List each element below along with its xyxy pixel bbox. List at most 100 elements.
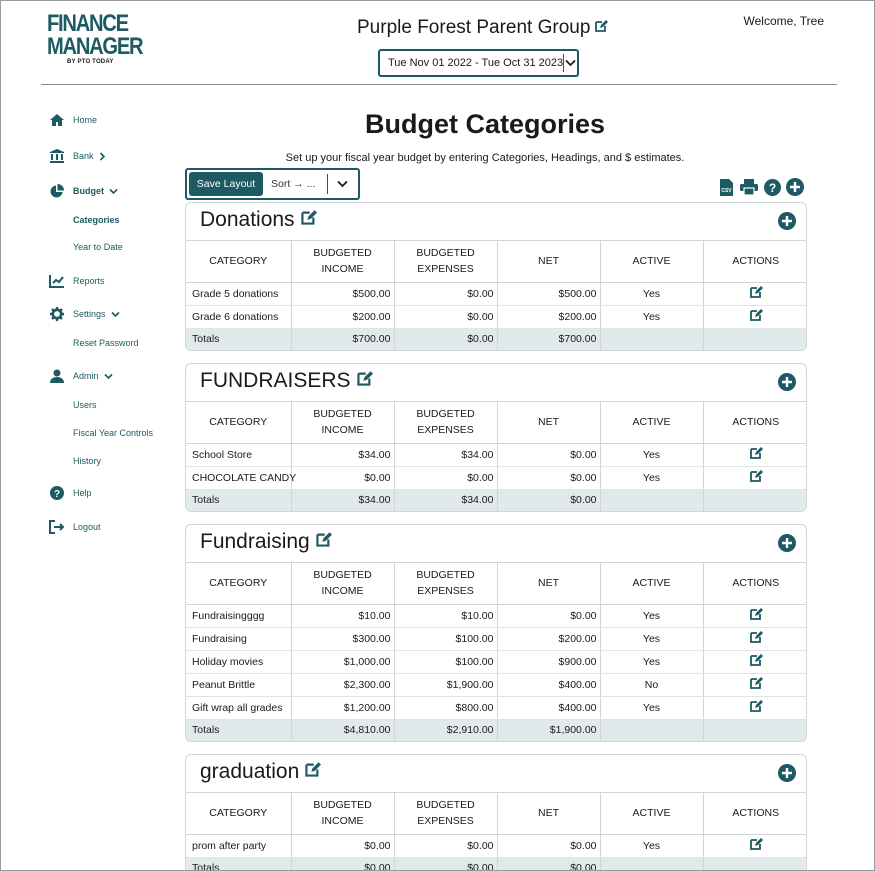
- col-category[interactable]: CATEGORY: [186, 793, 292, 835]
- col-active[interactable]: ACTIVE: [600, 793, 704, 835]
- col-category[interactable]: CATEGORY: [186, 241, 292, 283]
- table-row[interactable]: Gift wrap all grades $1,200.00 $800.00 $400…: [186, 696, 806, 720]
- actions-cell: [703, 305, 806, 329]
- nav-help[interactable]: ? Help: [49, 486, 92, 500]
- nav-year-to-date[interactable]: Year to Date: [73, 242, 123, 252]
- edit-heading-icon[interactable]: [315, 530, 332, 554]
- actions-cell: [703, 604, 806, 628]
- table-row[interactable]: Holiday movies $1,000.00 $100.00 $900.00 Yes: [186, 650, 806, 674]
- budgeted-expenses: $0.00: [394, 834, 498, 858]
- totals-label: Totals: [186, 489, 292, 511]
- add-circle-icon[interactable]: [786, 178, 804, 196]
- edit-category-icon[interactable]: [749, 699, 763, 713]
- table-row[interactable]: Fundraising $300.00 $100.00 $200.00 Yes: [186, 627, 806, 651]
- finance-manager-logo[interactable]: FINANCE MANAGER BY PTO TODAY: [47, 12, 144, 66]
- heading-name: Donations: [200, 208, 295, 231]
- col-budgeted-expenses[interactable]: BUDGETED EXPENSES: [394, 793, 498, 835]
- add-category-icon[interactable]: [778, 534, 796, 557]
- col-active[interactable]: ACTIVE: [600, 563, 704, 605]
- edit-category-icon[interactable]: [749, 837, 763, 851]
- edit-category-icon[interactable]: [749, 676, 763, 690]
- edit-category-icon[interactable]: [749, 653, 763, 667]
- bank-icon: [49, 149, 65, 163]
- budgeted-income: $0.00: [291, 466, 395, 490]
- add-category-icon[interactable]: [778, 764, 796, 787]
- edit-heading-icon[interactable]: [356, 369, 373, 393]
- totals-label: Totals: [186, 857, 292, 870]
- table-row[interactable]: Fundraisingggg $10.00 $10.00 $0.00 Yes: [186, 604, 806, 628]
- budgeted-income: $2,300.00: [291, 673, 395, 697]
- col-budgeted-expenses[interactable]: BUDGETED EXPENSES: [394, 563, 498, 605]
- table-row[interactable]: prom after party $0.00 $0.00 $0.00 Yes: [186, 834, 806, 858]
- fiscal-year-select[interactable]: Tue Nov 01 2022 - Tue Oct 31 2023: [378, 49, 579, 77]
- nav-users[interactable]: Users: [73, 400, 97, 410]
- budget-heading-card: Fundraising CATEGORY BUDGETED INCOME BUDGET…: [185, 524, 807, 742]
- nav-home-label: Home: [73, 115, 98, 125]
- nav-categories[interactable]: Categories: [73, 215, 120, 225]
- heading-title: Fundraising: [200, 530, 332, 554]
- total-net: $1,900.00: [497, 719, 601, 741]
- nav-reports[interactable]: Reports: [49, 274, 105, 288]
- header-divider: [41, 84, 837, 85]
- edit-heading-icon[interactable]: [304, 760, 322, 784]
- chevron-down-icon[interactable]: [564, 59, 577, 67]
- table-header-row: CATEGORY BUDGETED INCOME BUDGETED EXPENSES N…: [186, 402, 806, 444]
- nav-settings[interactable]: Settings: [49, 307, 120, 321]
- col-net[interactable]: NET: [497, 402, 601, 444]
- chevron-down-icon[interactable]: [328, 180, 356, 188]
- col-net[interactable]: NET: [497, 793, 601, 835]
- table-row[interactable]: CHOCOLATE CANDY $0.00 $0.00 $0.00 Yes: [186, 466, 806, 490]
- edit-category-icon[interactable]: [749, 630, 763, 644]
- nav-home[interactable]: Home: [49, 113, 97, 127]
- nav-bank-label: Bank: [73, 151, 94, 161]
- category-name: Fundraisingggg: [186, 604, 292, 628]
- edit-category-icon[interactable]: [749, 308, 763, 322]
- col-budgeted-expenses[interactable]: BUDGETED EXPENSES: [394, 241, 498, 283]
- edit-category-icon[interactable]: [749, 469, 763, 483]
- heading-title: FUNDRAISERS: [200, 369, 373, 393]
- nav-history[interactable]: History: [73, 456, 102, 466]
- table-row[interactable]: School Store $34.00 $34.00 $0.00 Yes: [186, 443, 806, 467]
- nav-budget[interactable]: Budget: [49, 184, 118, 198]
- user-icon: [49, 369, 65, 383]
- category-name: School Store: [186, 443, 292, 467]
- col-budgeted-income[interactable]: BUDGETED INCOME: [291, 563, 395, 605]
- table-row[interactable]: Peanut Brittle $2,300.00 $1,900.00 $400.00 N…: [186, 673, 806, 697]
- date-range-value: Tue Nov 01 2022 - Tue Oct 31 2023: [388, 57, 564, 69]
- edit-heading-icon[interactable]: [300, 208, 317, 232]
- table-row[interactable]: Grade 6 donations $200.00 $0.00 $200.00 Yes: [186, 305, 806, 329]
- chevron-down-icon: [103, 373, 113, 380]
- save-layout-button[interactable]: Save Layout: [189, 172, 263, 196]
- csv-icon[interactable]: CSV: [717, 178, 735, 196]
- add-category-icon[interactable]: [778, 212, 796, 235]
- nav-reset-password[interactable]: Reset Password: [73, 338, 139, 348]
- total-net: $700.00: [497, 328, 601, 350]
- nav-fiscal-year-controls[interactable]: Fiscal Year Controls: [73, 428, 154, 438]
- nav-logout[interactable]: Logout: [49, 520, 101, 534]
- question-icon[interactable]: ?: [763, 178, 781, 196]
- col-budgeted-income[interactable]: BUDGETED INCOME: [291, 793, 395, 835]
- edit-category-icon[interactable]: [749, 285, 763, 299]
- nav-bank[interactable]: Bank: [49, 149, 106, 163]
- edit-category-icon[interactable]: [749, 446, 763, 460]
- welcome-text[interactable]: Welcome, Tree: [743, 14, 824, 28]
- col-net[interactable]: NET: [497, 241, 601, 283]
- col-category[interactable]: CATEGORY: [186, 402, 292, 444]
- category-name: Gift wrap all grades: [186, 696, 292, 720]
- col-net[interactable]: NET: [497, 563, 601, 605]
- edit-group-icon[interactable]: [594, 17, 609, 39]
- add-category-icon[interactable]: [778, 373, 796, 396]
- col-budgeted-income[interactable]: BUDGETED INCOME: [291, 402, 395, 444]
- sort-select[interactable]: Sort → ...: [271, 178, 316, 190]
- active-status: Yes: [600, 627, 704, 651]
- col-budgeted-income[interactable]: BUDGETED INCOME: [291, 241, 395, 283]
- col-budgeted-expenses[interactable]: BUDGETED EXPENSES: [394, 402, 498, 444]
- print-icon[interactable]: [740, 178, 758, 196]
- col-active[interactable]: ACTIVE: [600, 241, 704, 283]
- col-active[interactable]: ACTIVE: [600, 402, 704, 444]
- totals-active-blank: [600, 328, 704, 350]
- table-row[interactable]: Grade 5 donations $500.00 $0.00 $500.00 Yes: [186, 282, 806, 306]
- nav-admin[interactable]: Admin: [49, 369, 113, 383]
- col-category[interactable]: CATEGORY: [186, 563, 292, 605]
- edit-category-icon[interactable]: [749, 607, 763, 621]
